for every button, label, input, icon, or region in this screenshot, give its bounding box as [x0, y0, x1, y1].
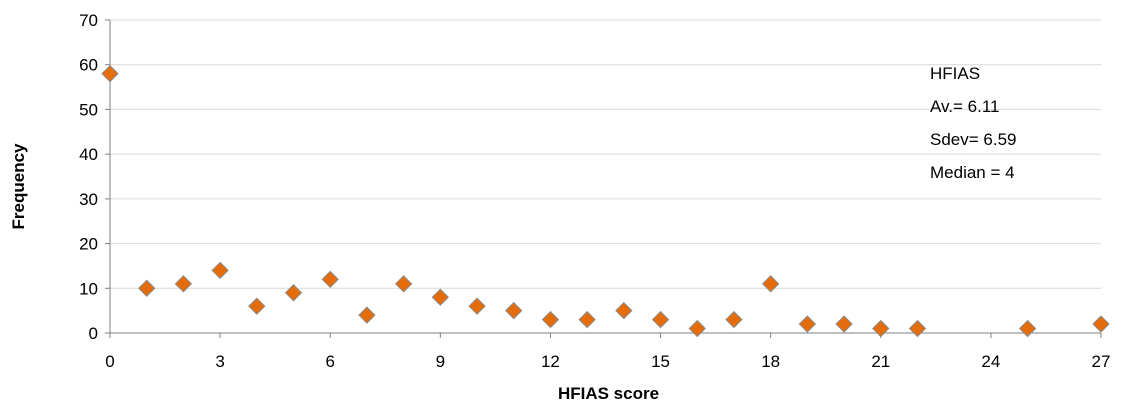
data-point-15 — [651, 310, 670, 329]
data-point-7 — [358, 306, 376, 324]
x-tick-label-3: 3 — [215, 352, 224, 371]
data-point-21 — [872, 319, 890, 338]
data-point-22 — [908, 319, 927, 338]
y-tick-label-0: 0 — [89, 324, 98, 343]
stats-annotation: HFIAS Av.= 6.11 Sdev= 6.59 Median = 4 — [930, 64, 1017, 182]
data-point-23 — [1018, 319, 1037, 338]
y-tick-label-40: 40 — [79, 145, 98, 164]
data-point-20 — [835, 315, 853, 333]
data-point-17 — [725, 310, 743, 329]
x-tick-label-15: 15 — [651, 352, 670, 371]
tick-labels: 0 10 20 30 40 50 60 70 0 3 6 9 12 15 18 21 24 27 — [79, 11, 1110, 371]
gridlines — [110, 19, 1101, 289]
x-tick-label-9: 9 — [436, 352, 445, 371]
data-point-0 — [101, 64, 119, 83]
data-point-3 — [211, 261, 229, 280]
data-point-5 — [284, 284, 303, 302]
annotation-line-title: HFIAS — [930, 64, 980, 83]
x-tick-label-12: 12 — [541, 352, 560, 371]
data-point-19 — [798, 315, 817, 333]
y-tick-label-20: 20 — [79, 235, 98, 254]
axes — [105, 19, 1102, 338]
annotation-line-median: Median = 4 — [930, 163, 1015, 182]
x-tick-label-27: 27 — [1092, 352, 1111, 371]
data-point-12 — [541, 310, 560, 329]
x-tick-label-18: 18 — [761, 352, 780, 371]
x-axis-title: HFIAS score — [558, 384, 659, 403]
data-point-4 — [248, 297, 266, 315]
data-point-18 — [761, 275, 780, 293]
annotation-line-average: Av.= 6.11 — [930, 97, 999, 116]
data-point-14 — [615, 301, 633, 320]
data-point-8 — [394, 275, 413, 293]
x-tick-label-6: 6 — [325, 352, 334, 371]
data-point-11 — [505, 301, 523, 320]
data-points — [101, 64, 1110, 338]
data-point-13 — [578, 310, 596, 329]
annotation-line-sdev: Sdev= 6.59 — [930, 130, 1017, 149]
data-point-24 — [1092, 315, 1110, 333]
x-tick-label-0: 0 — [105, 352, 114, 371]
y-tick-label-70: 70 — [79, 11, 98, 30]
y-tick-label-60: 60 — [79, 56, 98, 75]
data-point-1 — [137, 279, 156, 297]
data-point-6 — [321, 270, 339, 289]
data-point-16 — [688, 319, 706, 338]
data-point-2 — [174, 275, 193, 293]
y-tick-label-50: 50 — [79, 100, 98, 119]
y-axis-title: Frequency — [9, 143, 28, 230]
x-tick-label-21: 21 — [871, 352, 890, 371]
x-tick-label-24: 24 — [981, 352, 1000, 371]
data-point-9 — [431, 288, 450, 306]
data-point-10 — [468, 297, 486, 315]
y-tick-label-30: 30 — [79, 190, 98, 209]
y-tick-label-10: 10 — [79, 279, 98, 298]
